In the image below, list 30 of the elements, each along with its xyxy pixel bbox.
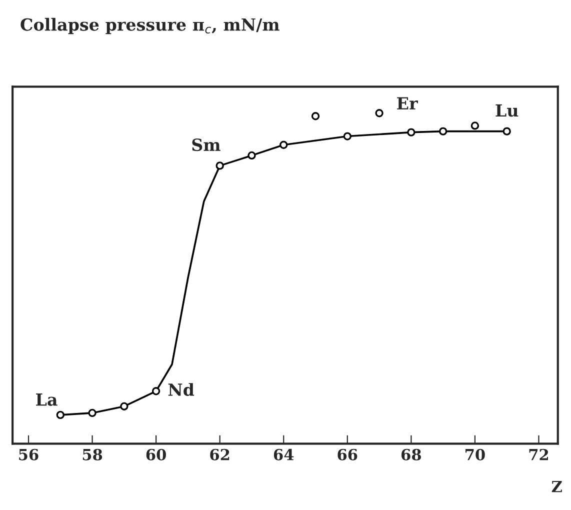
point <box>120 402 128 410</box>
point <box>502 127 511 136</box>
annotation: La <box>36 394 58 406</box>
x-tick-label: 60 <box>146 448 166 460</box>
x-tick-label: 66 <box>338 448 358 460</box>
point <box>407 128 416 136</box>
point <box>248 151 256 160</box>
x-tick-label: 62 <box>210 448 230 460</box>
point <box>216 162 224 170</box>
point <box>152 387 160 396</box>
point <box>470 122 480 130</box>
point <box>343 132 352 140</box>
x-tick-label: 56 <box>19 448 38 460</box>
x-tick-label: 72 <box>529 448 548 460</box>
annotation: Er <box>397 97 418 110</box>
point <box>311 112 320 120</box>
x-tick-label: 64 <box>274 448 294 460</box>
x-tick-label: 68 <box>402 448 421 460</box>
x-tick-label: 58 <box>82 448 102 460</box>
x-tick-label: 70 <box>466 448 485 460</box>
point <box>280 140 288 149</box>
x-axis-title: Z <box>552 481 562 492</box>
annotation: Nd <box>168 383 194 396</box>
chart-title: Collapse pressure π$_{c}$, mN/m <box>20 18 280 34</box>
point <box>56 410 64 420</box>
point <box>88 408 96 418</box>
annotation: Lu <box>496 104 518 117</box>
point <box>438 127 448 136</box>
annotation: Sm <box>192 138 220 152</box>
point <box>375 109 384 118</box>
